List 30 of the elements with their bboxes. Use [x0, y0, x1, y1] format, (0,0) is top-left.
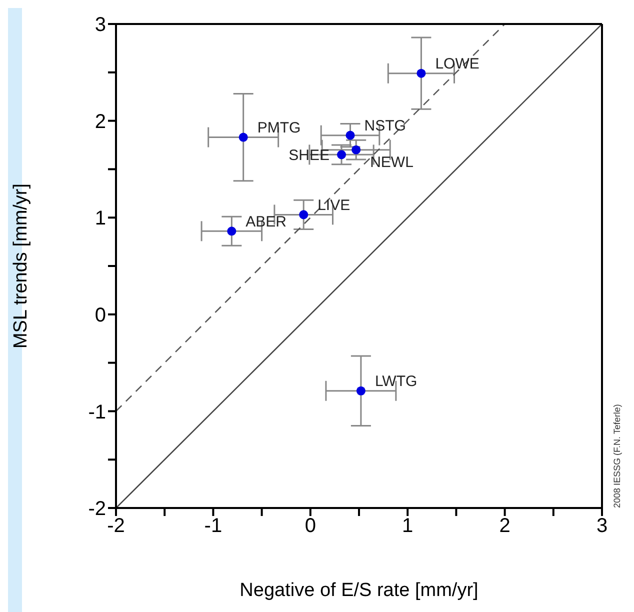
- point: [346, 130, 355, 140]
- y-tick-label: 2: [94, 110, 106, 133]
- point: [299, 210, 308, 220]
- point: [227, 226, 236, 236]
- point: [356, 386, 366, 396]
- x-tick-label: 0: [304, 515, 316, 538]
- annotation: SHEE: [288, 147, 330, 164]
- annotation: NEWL: [370, 154, 414, 172]
- x-tick-label: 1: [402, 515, 414, 538]
- annotation: LOWE: [435, 56, 480, 73]
- point: [238, 132, 248, 142]
- annotation: NSTG: [364, 118, 406, 135]
- point: [336, 150, 346, 160]
- x-tick-label: 3: [596, 515, 608, 538]
- annotation: PMTG: [257, 120, 301, 137]
- y-tick-label: -1: [88, 401, 106, 424]
- y-tick-label: 1: [94, 208, 106, 230]
- y-axis-title: MSL trends [mm/yr]: [10, 183, 32, 349]
- y-tick-label: 3: [94, 14, 106, 36]
- x-tick-label: -1: [204, 515, 222, 538]
- annotation: ABER: [246, 213, 287, 230]
- annotation: LWTG: [374, 373, 418, 390]
- x-tick-label: 2: [499, 515, 510, 538]
- y-tick-label: -2: [88, 498, 106, 520]
- x-axis-title: Negative of E/S rate [mm/yr]: [240, 580, 478, 601]
- y-tick-label: 0: [94, 304, 106, 326]
- point: [352, 145, 361, 154]
- point: [416, 68, 426, 78]
- annotation: LIVE: [318, 197, 350, 214]
- text: 2008 IESSG (F.N. Teferle): [612, 404, 622, 508]
